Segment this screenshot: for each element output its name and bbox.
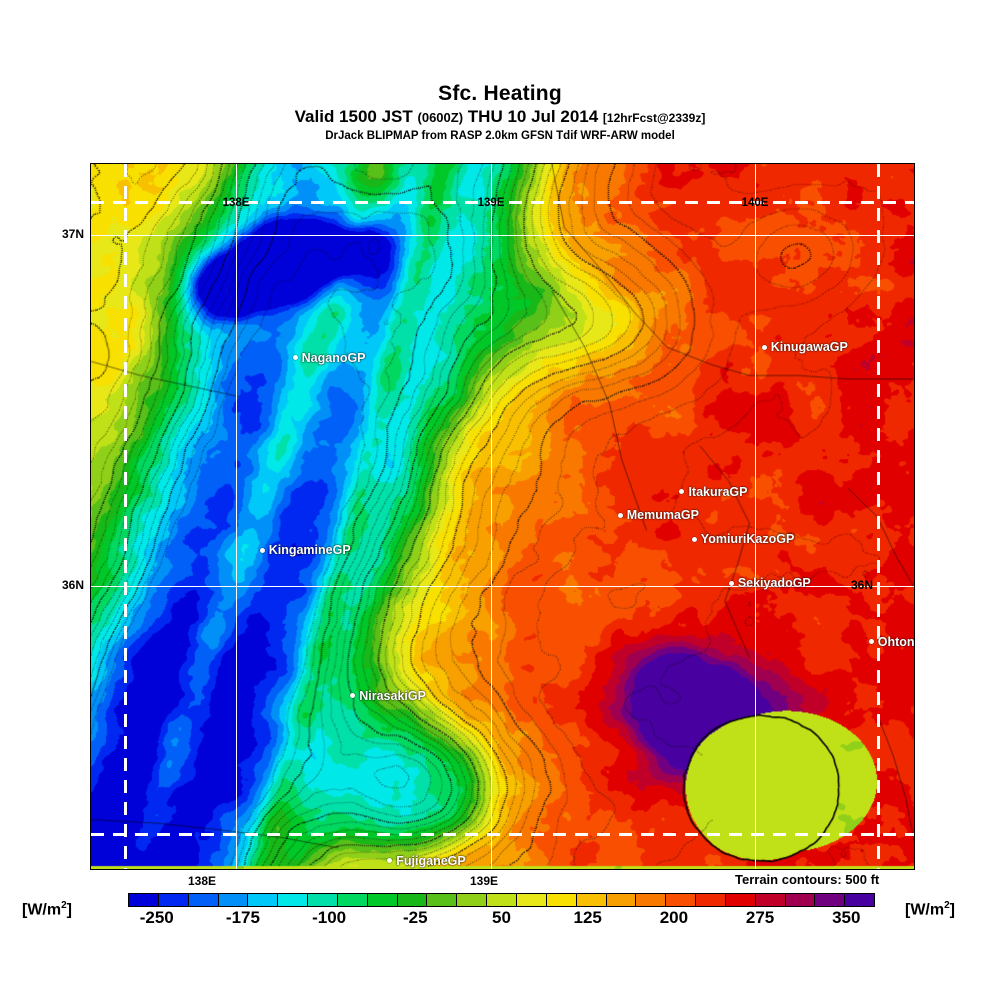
colorbar-cell-21 (755, 894, 786, 906)
lat-label-37N-left: 37N (62, 227, 85, 241)
valid-date: THU 10 Jul 2014 (467, 107, 599, 126)
colorbar-cell-7 (337, 894, 368, 906)
lon-label-inner-138E: 138E (222, 197, 250, 209)
colorbar-cell-4 (248, 894, 279, 906)
colorbar-cell-10 (427, 894, 458, 906)
valid-utc: (0600Z) (417, 110, 464, 125)
colorbar-cell-2 (188, 894, 219, 906)
colorbar-cell-19 (696, 894, 726, 906)
colorbar[interactable] (128, 893, 875, 907)
map-frame[interactable]: 138E 139E 140E NaganoGP KinugawaGP Itakura… (90, 163, 915, 870)
colorbar-cell-22 (785, 894, 816, 906)
lon-label-inner-139E: 139E (477, 197, 505, 209)
colorbar-cell-5 (278, 894, 309, 906)
heating-field-raster (91, 164, 914, 869)
forecast-tag: [12hrFcst@2339z] (602, 111, 706, 125)
colorbar-cell-12 (487, 894, 517, 906)
colorbar-cell-13 (516, 894, 547, 906)
valid-time-line: Valid 1500 JST (0600Z) THU 10 Jul 2014 [… (0, 107, 1000, 128)
valid-prefix: Valid 1500 JST (294, 107, 413, 126)
colorbar-cell-3 (218, 894, 249, 906)
model-source-line: DrJack BLIPMAP from RASP 2.0km GFSN Tdif… (325, 130, 675, 142)
colorbar-tick-350: 350 (832, 908, 861, 927)
colorbar-cell-8 (367, 894, 398, 906)
colorbar-cell-24 (845, 894, 875, 906)
colorbar-tick-labels: -250 -175 -100 -25 50 125 200 275 350 (0, 908, 1000, 934)
unit-label-left: [W/m2] (22, 900, 72, 919)
colorbar-tick-200: 200 (659, 908, 689, 927)
unit-text-right: W/m (910, 901, 945, 919)
colorbar-cell-9 (397, 894, 428, 906)
colorbar-cell-1 (158, 894, 189, 906)
unit-label-right: [W/m2] (905, 900, 955, 919)
page-title: Sfc. Heating (438, 82, 562, 105)
colorbar-cell-0 (129, 894, 159, 906)
colorbar-tick--25: -25 (403, 908, 428, 927)
colorbar-cell-16 (606, 894, 637, 906)
colorbar-cell-6 (308, 894, 338, 906)
colorbar-tick-125: 125 (573, 908, 602, 927)
colorbar-tick--175: -175 (225, 908, 260, 927)
lon-label-139E-bottom: 139E (470, 874, 499, 888)
colorbar-tick--250: -250 (139, 908, 174, 927)
colorbar-tick-50: 50 (492, 908, 511, 927)
unit-text-left: W/m (27, 901, 62, 919)
colorbar-tick-275: 275 (745, 908, 775, 927)
colorbar-cell-11 (457, 894, 488, 906)
colorbar-cell-20 (725, 894, 756, 906)
colorbar-cell-14 (546, 894, 577, 906)
colorbar-cell-17 (636, 894, 667, 906)
lat-label-36N-left: 36N (62, 578, 85, 592)
lat-label-36N-right: 36N (851, 578, 874, 592)
colorbar-cell-23 (815, 894, 846, 906)
lon-label-inner-140E: 140E (741, 197, 769, 209)
colorbar-cell-18 (666, 894, 697, 906)
colorbar-cell-15 (576, 894, 607, 906)
unit-exp-right: 2 (944, 900, 950, 911)
colorbar-tick--100: -100 (312, 908, 347, 927)
lon-label-138E-bottom: 138E (188, 874, 217, 888)
terrain-contours-note: Terrain contours: 500 ft (735, 872, 880, 887)
unit-exp-left: 2 (61, 900, 67, 911)
title-block: Sfc. Heating Valid 1500 JST (0600Z) THU … (0, 82, 1000, 143)
